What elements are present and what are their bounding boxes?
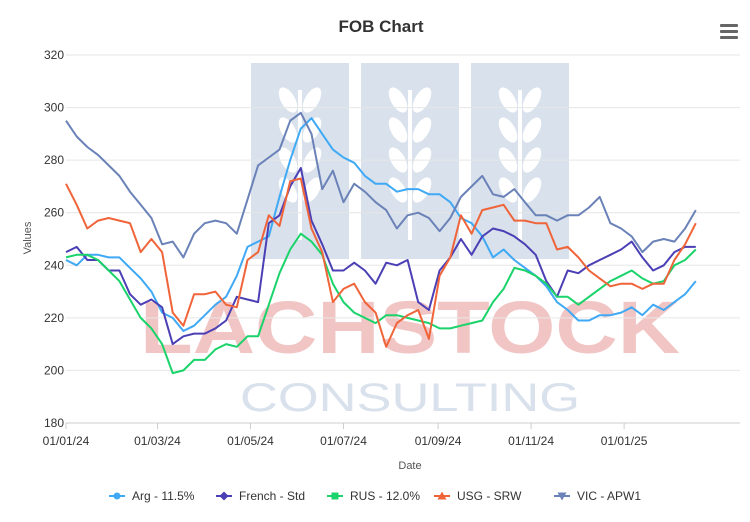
x-tick-label: 01/09/24 [415, 434, 462, 448]
legend-label: RUS - 12.0% [350, 489, 420, 503]
series-line [65, 167, 696, 346]
menu-bar [720, 24, 738, 27]
legend-marker [331, 492, 339, 500]
menu-bar [720, 36, 738, 39]
legend-marker [437, 491, 447, 500]
series-line [65, 232, 697, 375]
legend-label: VIC - APW1 [577, 489, 641, 503]
watermark-wheat-icon [251, 63, 349, 259]
y-tick-label: 260 [44, 206, 64, 220]
x-tick-label: 01/05/24 [227, 434, 274, 448]
watermark-wheat-icon [471, 63, 569, 259]
y-tick-label: 320 [44, 48, 64, 62]
x-axis-title: Date [398, 460, 421, 472]
menu-bar [720, 30, 738, 33]
y-tick-label: 240 [44, 258, 64, 272]
watermark: LACHSTOCK CONSULTING [140, 63, 680, 420]
legend: Arg - 11.5% French - Std RUS - 12.0% USG - … [109, 489, 641, 503]
series-layer [65, 111, 697, 375]
y-tick-label: 280 [44, 153, 64, 167]
series-french-std [65, 167, 696, 346]
hamburger-menu-icon[interactable] [718, 22, 740, 42]
y-tick-label: 200 [44, 363, 64, 377]
series-line [65, 111, 697, 259]
series-vic-apw1 [65, 111, 697, 259]
series-line [65, 117, 697, 332]
x-tick-label: 01/01/24 [43, 434, 90, 448]
chart-title: FOB Chart [339, 17, 424, 36]
watermark-text-primary: LACHSTOCK [140, 286, 680, 369]
legend-item[interactable]: VIC - APW1 [554, 489, 641, 503]
legend-marker [557, 492, 567, 501]
axes: 180 200 220 240 260 280 300 320 01/01/24 01/03/24… [43, 48, 740, 448]
legend-marker [113, 492, 121, 500]
series-rus-12-0- [65, 232, 697, 375]
series-arg-11-5- [65, 117, 697, 332]
y-tick-label: 180 [44, 416, 64, 430]
legend-marker [219, 491, 229, 501]
legend-label: Arg - 11.5% [132, 489, 195, 503]
series-line [65, 177, 697, 348]
watermark-text-secondary: CONSULTING [240, 376, 580, 420]
y-tick-label: 220 [44, 311, 64, 325]
x-tick-label: 01/11/24 [508, 434, 554, 448]
y-tick-label: 300 [44, 101, 64, 115]
legend-label: USG - SRW [457, 489, 522, 503]
y-axis-title: Values [22, 221, 34, 254]
legend-item[interactable]: Arg - 11.5% [109, 489, 195, 503]
watermark-wheat-icon [361, 63, 459, 259]
series-usg-srw [65, 177, 697, 348]
legend-label: French - Std [239, 489, 305, 503]
x-tick-label: 01/01/25 [601, 434, 648, 448]
legend-item[interactable]: USG - SRW [434, 489, 522, 503]
x-tick-label: 01/03/24 [134, 434, 181, 448]
x-tick-label: 01/07/24 [320, 434, 367, 448]
legend-item[interactable]: RUS - 12.0% [327, 489, 420, 503]
legend-item[interactable]: French - Std [216, 489, 305, 503]
